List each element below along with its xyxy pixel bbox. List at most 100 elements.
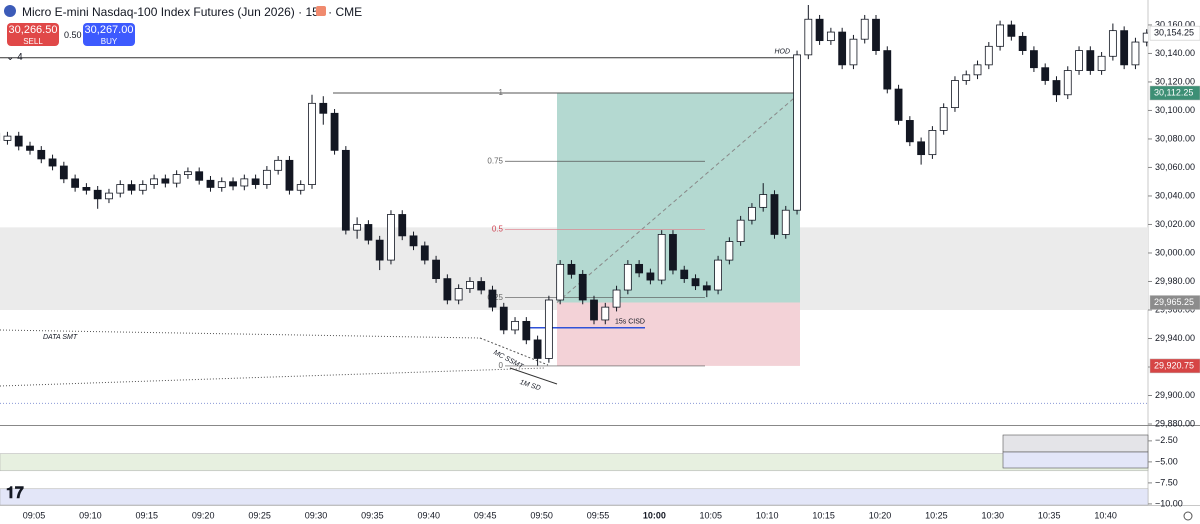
- symbol-title[interactable]: Micro E-mini Nasdaq-100 Index Futures (J…: [22, 5, 363, 19]
- x-tick-label: 09:55: [587, 510, 610, 520]
- indicator-band: [0, 453, 1149, 472]
- candle-body: [567, 263, 576, 275]
- flag-icon: [4, 5, 16, 17]
- sell-price: 30,266.50: [8, 24, 58, 36]
- candle-body: [1018, 35, 1027, 51]
- x-tick-label: 09:10: [79, 510, 102, 520]
- candle-body: [93, 189, 102, 200]
- fib-label: 0.75: [487, 156, 503, 165]
- candle-body: [702, 285, 711, 291]
- smt-line: [0, 367, 546, 387]
- annotation: DATA SMT: [43, 334, 78, 341]
- candle-body: [623, 263, 632, 291]
- sell-button[interactable]: 30,266.50 SELL: [7, 23, 59, 46]
- candle-body: [150, 178, 158, 185]
- candle-body: [319, 102, 328, 114]
- y-tick-label: 30,160.00: [1155, 19, 1195, 29]
- candle-body: [781, 209, 790, 235]
- x-tick-label: 10:05: [700, 510, 723, 520]
- price-label: 30,154.25: [1154, 28, 1194, 38]
- y-tick-label: 30,060.00: [1155, 162, 1195, 172]
- candle-body: [962, 74, 971, 81]
- candle-body: [217, 181, 226, 188]
- candle-body: [330, 112, 339, 151]
- sd-line: [509, 367, 558, 385]
- candle-body: [646, 272, 655, 281]
- price-label-box: [1149, 295, 1200, 310]
- candle-body: [939, 107, 948, 131]
- candle-body: [1108, 30, 1117, 57]
- fib-label: 0: [499, 361, 504, 370]
- y-tick-label: 29,900.00: [1155, 390, 1195, 400]
- y-tick-label: 29,880.00: [1155, 418, 1195, 428]
- candle-body: [375, 239, 384, 261]
- candle-body: [184, 171, 192, 175]
- candle-body: [680, 269, 689, 280]
- logo: 𝟏𝟕: [6, 485, 24, 502]
- candle-body: [262, 169, 271, 185]
- candle-body: [1097, 55, 1106, 71]
- candle-body: [409, 235, 418, 247]
- candle-body: [138, 184, 147, 191]
- candle-body: [973, 64, 982, 76]
- y2-tick-label: −10.00: [1155, 498, 1183, 508]
- candle-body: [815, 18, 824, 42]
- candle-body: [127, 184, 136, 191]
- indicator-toggle[interactable]: ⌄ 4: [6, 52, 23, 63]
- x-tick-label: 10:20: [869, 510, 892, 520]
- x-tick-label: 10:25: [925, 510, 948, 520]
- candle-body: [725, 241, 734, 261]
- candle-body: [26, 145, 34, 151]
- y-tick-label: 29,980.00: [1155, 276, 1195, 286]
- y-tick-label: 29,940.00: [1155, 333, 1195, 343]
- x-tick-label: 10:00: [643, 510, 666, 520]
- candle-body: [499, 306, 508, 331]
- candle-body: [274, 159, 283, 171]
- candle-body: [556, 263, 565, 301]
- smt-line: [0, 329, 481, 339]
- candle-body: [353, 224, 362, 231]
- price-label: 29,965.25: [1154, 297, 1194, 307]
- candle-body: [364, 224, 373, 241]
- x-tick-label: 09:35: [361, 510, 384, 520]
- candle-body: [612, 289, 621, 308]
- candle-body: [669, 234, 677, 271]
- y-tick-label: 30,080.00: [1155, 133, 1195, 143]
- candle-body: [195, 171, 204, 181]
- candle-body: [71, 178, 80, 188]
- x-tick-label: 09:30: [305, 510, 328, 520]
- indicator-box: [1002, 451, 1149, 469]
- indicator-count: 4: [17, 52, 23, 63]
- x-tick-label: 09:45: [474, 510, 497, 520]
- candle-body: [860, 18, 869, 40]
- candle-body: [793, 54, 801, 211]
- candle-body: [533, 339, 542, 359]
- candle-body: [905, 120, 914, 143]
- buy-price: 30,267.00: [84, 24, 134, 36]
- settings-icon[interactable]: [1183, 511, 1193, 521]
- candle-body: [59, 165, 68, 180]
- candle-body: [657, 234, 666, 281]
- price-label-box: [1149, 85, 1200, 101]
- fib-label: 0.5: [492, 225, 504, 234]
- x-tick-label: 09:40: [418, 510, 441, 520]
- candle-body: [1131, 41, 1140, 66]
- candle-body: [466, 281, 474, 290]
- candle-body: [387, 214, 395, 261]
- candle-body: [285, 159, 294, 191]
- candle-body: [838, 31, 847, 66]
- candle-body: [105, 192, 113, 200]
- smt-line: [479, 337, 549, 366]
- candle-body: [714, 259, 722, 291]
- x-tick-label: 10:15: [812, 510, 835, 520]
- candle-body: [48, 158, 57, 167]
- candle-body: [883, 50, 892, 90]
- candle-body: [590, 299, 598, 321]
- candle-body: [691, 278, 700, 287]
- x-tick-label: 10:40: [1094, 510, 1117, 520]
- buy-button[interactable]: 30,267.00 BUY: [83, 23, 135, 46]
- candle-body: [443, 278, 452, 301]
